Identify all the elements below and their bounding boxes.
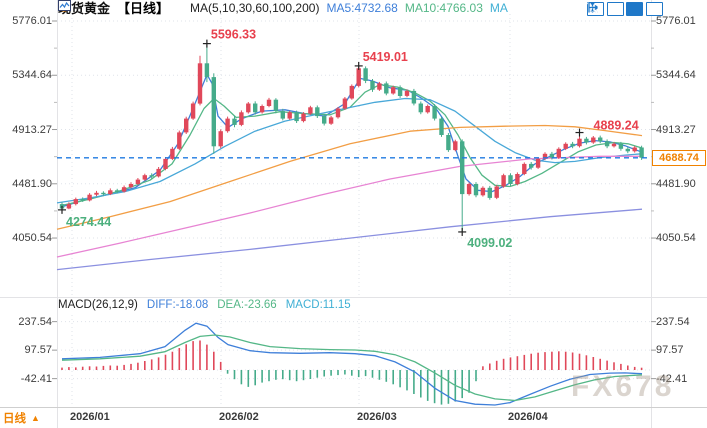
footer-arrow-icon: ▲ (31, 413, 40, 423)
macd-diff-value: DIFF:-18.08 (146, 299, 209, 311)
ma5-value: MA5:4732.68 (326, 0, 398, 15)
macd-header: MACD(26,12,9) DIFF:-18.08 DEA:-23.66 MAC… (58, 299, 351, 311)
ma-settings-label: MA(5,10,30,60,100,200) (190, 0, 320, 15)
low-price-annotation: 4099.02 (467, 236, 512, 250)
chart-header: 现货黄金 【日线】 MA(5,10,30,60,100,200) MA5:473… (58, 0, 508, 16)
high-price-annotation: 5419.01 (363, 50, 408, 64)
high-price-annotation: 5596.33 (211, 28, 256, 42)
period-footer-selector[interactable]: 日线 ▲ (3, 410, 40, 426)
candles (59, 43, 644, 232)
macd-diff-line (61, 322, 643, 406)
ma-more-label: MA (489, 0, 508, 15)
ma-lines (56, 73, 643, 271)
go-to-latest-button[interactable] (588, 2, 663, 16)
axis-fit-button[interactable] (587, 2, 624, 16)
macd-histogram (61, 340, 643, 405)
low-price-annotation: 4274.44 (66, 215, 111, 229)
high-price-annotation: 4889.24 (594, 119, 639, 133)
macd-macd-value: MACD:11.15 (285, 299, 351, 311)
symbol-name: 现货黄金 (58, 1, 111, 16)
macd-dea-line (61, 334, 643, 402)
macd-dea-value: DEA:-23.66 (217, 299, 277, 311)
ma-line-MA10 (61, 83, 643, 207)
macd-settings-label: MACD(26,12,9) (58, 299, 138, 311)
current-price-tag: 4688.74 (652, 150, 706, 166)
price-annotations: 5596.33 5419.01 4889.24 4274.44 4099.02 (58, 28, 639, 250)
footer-period-label: 日线 (3, 413, 26, 425)
watermark: FX678 (571, 370, 675, 403)
ma-line-MA60 (56, 124, 643, 230)
chart-toolbar (587, 2, 663, 16)
period-selector[interactable]: 【日线】 (117, 1, 170, 16)
axis-scale-button[interactable] (587, 2, 643, 16)
ma-line-MA200 (56, 208, 643, 271)
ma10-value: MA10:4766.03 (404, 0, 483, 15)
ma-line-MA30 (56, 97, 643, 204)
ma-line-MA100 (56, 155, 642, 258)
